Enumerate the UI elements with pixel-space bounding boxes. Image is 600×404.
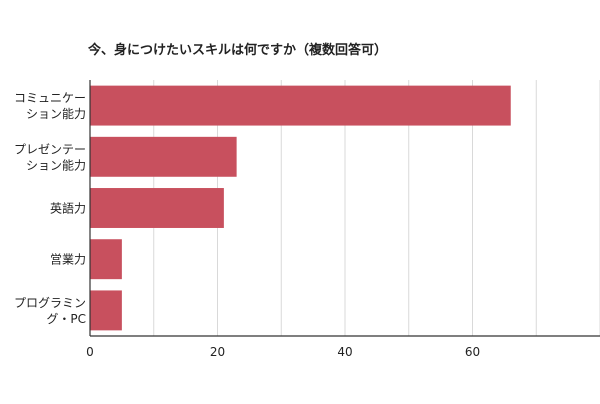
x-tick-label: 60 bbox=[465, 345, 480, 359]
category-label: プログラミン bbox=[14, 296, 86, 310]
x-tick-label: 0 bbox=[86, 345, 94, 359]
x-tick-label: 20 bbox=[210, 345, 225, 359]
bars bbox=[90, 85, 511, 331]
category-label: 営業力 bbox=[50, 253, 86, 267]
bar bbox=[90, 85, 511, 126]
category-label: 英語力 bbox=[50, 201, 86, 216]
category-label: ション能力 bbox=[26, 158, 86, 172]
category-label: ション能力 bbox=[26, 107, 86, 121]
category-label: グ・PC bbox=[46, 312, 86, 326]
chart-title: 今、身につけたいスキルは何ですか（複数回答可） bbox=[87, 42, 387, 58]
x-tick-labels: 0 20 40 60 bbox=[86, 345, 480, 359]
category-label: コミュニケー bbox=[14, 91, 86, 105]
category-label: プレゼンテー bbox=[14, 142, 86, 156]
axes bbox=[89, 80, 600, 337]
bar bbox=[90, 136, 237, 177]
bar bbox=[90, 290, 122, 331]
x-tick-label: 40 bbox=[337, 345, 352, 359]
bar bbox=[90, 239, 122, 280]
bar bbox=[90, 188, 224, 228]
